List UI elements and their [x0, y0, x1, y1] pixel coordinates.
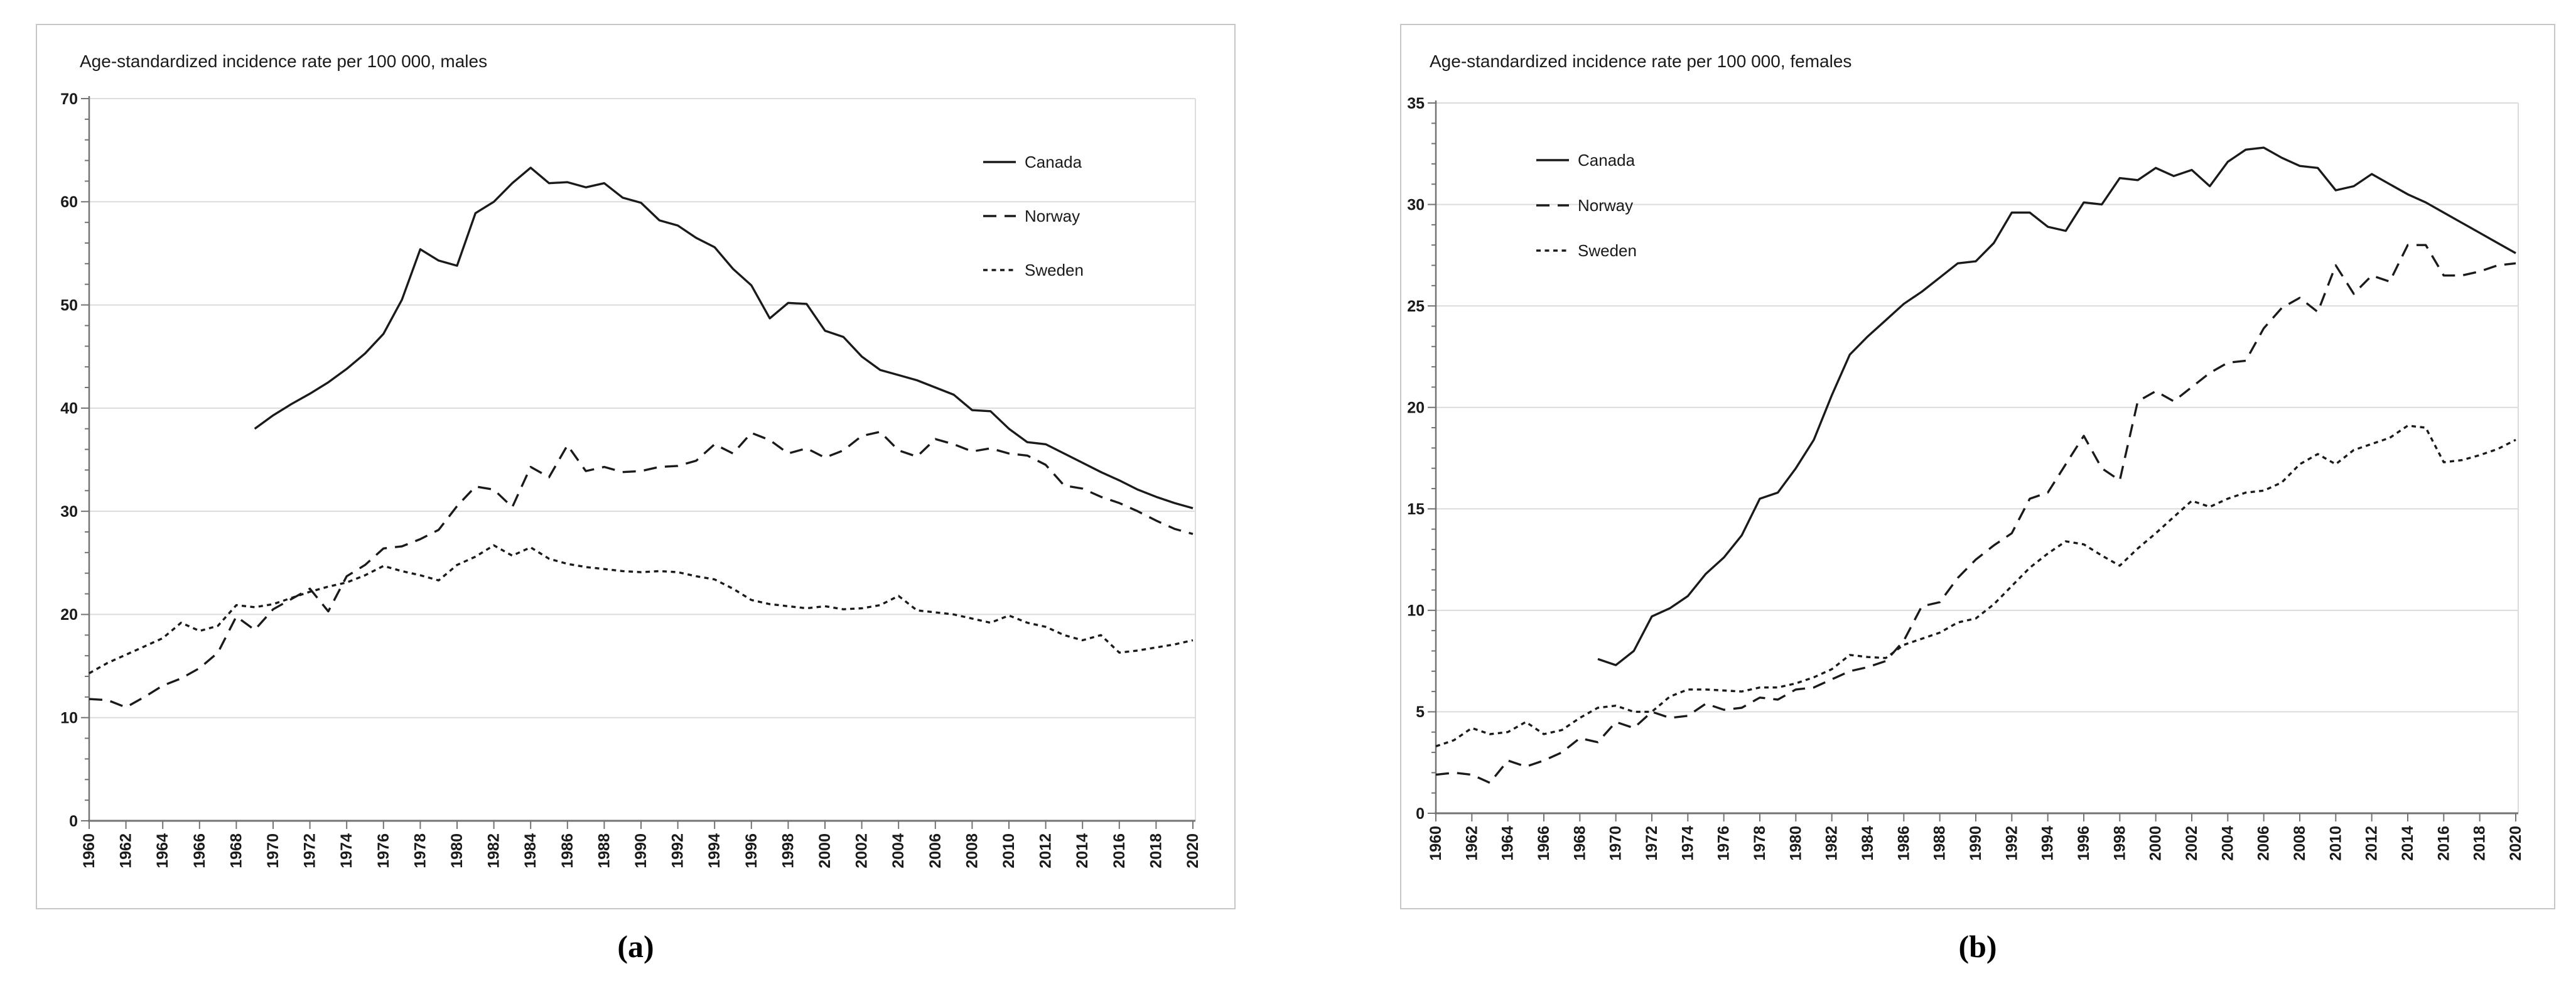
x-axis-label: 1996: [743, 833, 760, 869]
y-axis-label: 30: [60, 503, 78, 521]
x-axis-label: 1990: [632, 833, 650, 869]
x-axis-label: 1984: [522, 833, 539, 869]
y-axis-label: 20: [1407, 399, 1425, 416]
y-axis-label: 10: [1407, 602, 1425, 620]
x-axis-label: 1980: [1787, 826, 1804, 861]
x-axis-label: 2016: [1111, 833, 1128, 869]
x-axis-label: 1996: [2075, 826, 2093, 861]
x-axis-label: 1986: [559, 833, 576, 869]
x-axis-label: 1982: [1823, 826, 1841, 861]
y-axis-label: 50: [60, 296, 78, 314]
x-axis-label: 1998: [2111, 826, 2128, 861]
x-axis-label: 1984: [1859, 826, 1877, 861]
legend-label-norway: Norway: [1025, 207, 1080, 225]
x-axis-label: 1978: [411, 833, 429, 869]
x-axis-label: 2006: [2255, 826, 2273, 861]
x-axis-label: 2008: [963, 833, 981, 869]
chart-title-males: Age-standardized incidence rate per 100 …: [80, 51, 488, 71]
line-chart-females: 0 5 10 15 20 25 30 35 1960 1962 1964 1966 1968 1970 19…: [1407, 95, 2525, 861]
x-axis-label: 1994: [706, 833, 723, 869]
x-axis-label: 2014: [2399, 826, 2417, 861]
x-axis-label: 1964: [154, 833, 171, 869]
caption-a: (a): [617, 929, 654, 964]
x-axis-label: 1982: [485, 833, 503, 869]
panel-males: Age-standardized incidence rate per 100 …: [36, 24, 1236, 909]
x-axis-label: 1968: [227, 833, 245, 869]
x-axis-label: 1966: [1535, 826, 1553, 861]
y-axis-label: 20: [60, 606, 78, 624]
x-axis-label: 2008: [2291, 826, 2309, 861]
legend-label-canada: Canada: [1025, 153, 1082, 171]
y-axis-label: 10: [60, 709, 78, 727]
series-norway: [89, 430, 1194, 709]
legend-label-norway: Norway: [1578, 196, 1633, 215]
y-axis-label: 5: [1416, 703, 1425, 721]
x-axis-label: 1998: [779, 833, 797, 869]
y-axis-label: 25: [1407, 298, 1425, 315]
x-axis-label: 1968: [1571, 826, 1588, 861]
x-axis-label: 2018: [1147, 833, 1165, 869]
x-axis-label: 2016: [2435, 826, 2452, 861]
x-axis-label: 2002: [2183, 826, 2201, 861]
x-axis-label: 1988: [1931, 826, 1949, 861]
x-axis-label: 2010: [2327, 826, 2344, 861]
x-axis-label: 1976: [375, 833, 392, 869]
x-axis-label: 2012: [2363, 826, 2381, 861]
x-axis-label: 1978: [1751, 826, 1769, 861]
y-axis-label: 60: [60, 193, 78, 211]
series-norway: [1435, 244, 2516, 784]
x-axis-label: 1986: [1895, 826, 1912, 861]
y-axis-label: 70: [60, 90, 78, 108]
x-axis-label: 1992: [669, 833, 687, 869]
x-axis-label: 2000: [2147, 826, 2165, 861]
x-axis-label: 1962: [1463, 826, 1480, 861]
x-axis-label: 2020: [2507, 826, 2525, 861]
x-axis-label: 1960: [80, 833, 98, 869]
x-axis-label: 1980: [448, 833, 466, 869]
x-axis-label: 1962: [117, 833, 135, 869]
series-sweden: [1435, 425, 2516, 748]
x-axis-label: 1994: [2039, 826, 2057, 861]
x-axis-label: 1972: [301, 833, 319, 869]
x-axis-label: 2004: [890, 833, 907, 869]
x-axis-label: 1990: [1967, 826, 1985, 861]
x-axis-label: 2006: [927, 833, 944, 869]
series-canada: [254, 166, 1194, 509]
y-axis-label: 0: [1416, 805, 1425, 823]
series-canada: [1597, 146, 2516, 666]
x-axis-label: 2012: [1037, 833, 1055, 869]
x-axis-label: 1960: [1427, 826, 1445, 861]
y-axis-label: 30: [1407, 196, 1425, 214]
chart-title-females: Age-standardized incidence rate per 100 …: [1430, 51, 1852, 71]
panel-females: Age-standardized incidence rate per 100 …: [1400, 24, 2555, 909]
x-axis-label: 1964: [1499, 826, 1517, 861]
x-axis-label: 1970: [1607, 826, 1625, 861]
x-axis-label: 2014: [1074, 833, 1091, 869]
y-axis-label: 0: [69, 813, 78, 830]
y-axis-label: 35: [1407, 95, 1425, 112]
line-chart-males: 0 10 20 30 40 50 60 70 1960 1962 1964 1966 1968 1970 1…: [60, 90, 1202, 869]
x-axis-label: 2002: [853, 833, 871, 869]
x-axis-label: 1966: [191, 833, 208, 869]
x-axis-label: 2004: [2219, 826, 2236, 861]
x-axis-label: 2018: [2471, 826, 2489, 861]
x-axis-label: 1972: [1643, 826, 1661, 861]
x-axis-label: 2020: [1184, 833, 1202, 869]
caption-b: (b): [1958, 929, 1997, 964]
legend-label-sweden: Sweden: [1025, 261, 1084, 279]
x-axis-label: 1974: [338, 833, 355, 869]
x-axis-label: 1988: [595, 833, 613, 869]
x-axis-label: 1976: [1715, 826, 1733, 861]
legend-label-sweden: Sweden: [1578, 241, 1637, 260]
legend-label-canada: Canada: [1578, 151, 1636, 170]
x-axis-label: 1970: [264, 833, 282, 869]
y-axis-label: 15: [1407, 501, 1425, 518]
x-axis-label: 2000: [816, 833, 834, 869]
series-sweden: [89, 544, 1194, 674]
x-axis-label: 2010: [1000, 833, 1018, 869]
y-axis-label: 40: [60, 400, 78, 418]
x-axis-label: 1992: [2003, 826, 2020, 861]
x-axis-label: 1974: [1679, 826, 1696, 861]
